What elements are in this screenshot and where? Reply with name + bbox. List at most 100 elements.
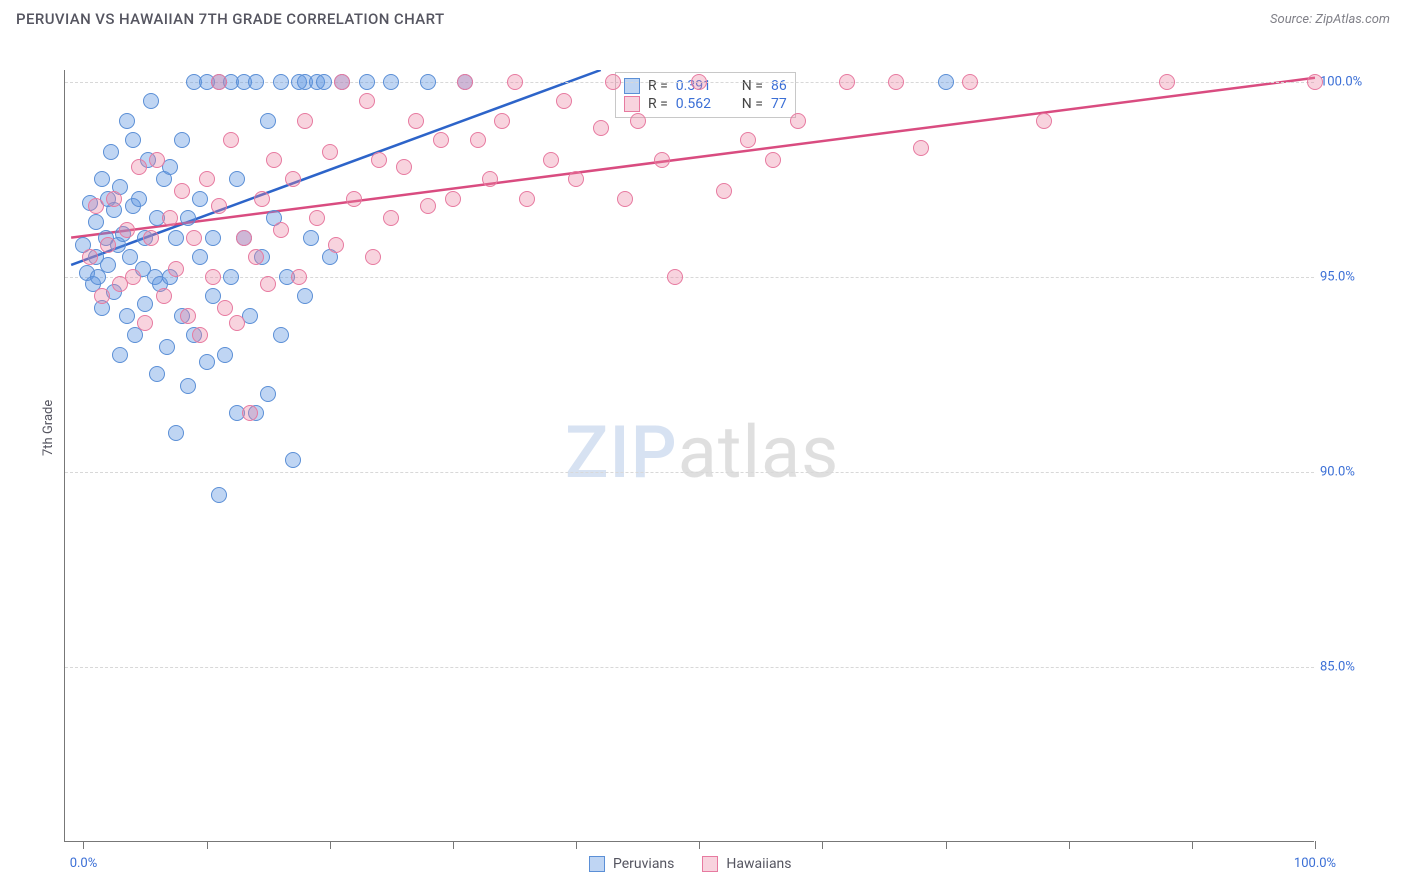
- scatter-point: [131, 191, 147, 207]
- scatter-point: [507, 74, 523, 90]
- scatter-point: [359, 74, 375, 90]
- legend-item: Hawaiians: [702, 856, 791, 872]
- scatter-point: [328, 237, 344, 253]
- scatter-point: [740, 132, 756, 148]
- legend-label: Hawaiians: [726, 856, 791, 872]
- trendlines-svg: [65, 70, 1315, 842]
- scatter-point: [223, 269, 239, 285]
- scatter-point: [192, 191, 208, 207]
- x-tick: [1315, 841, 1316, 849]
- scatter-point: [186, 230, 202, 246]
- scatter-point: [168, 230, 184, 246]
- scatter-point: [420, 198, 436, 214]
- scatter-point: [273, 222, 289, 238]
- scatter-point: [839, 74, 855, 90]
- scatter-point: [605, 74, 621, 90]
- x-tick: [822, 841, 823, 849]
- scatter-point: [383, 74, 399, 90]
- scatter-point: [346, 191, 362, 207]
- scatter-point: [205, 230, 221, 246]
- scatter-point: [408, 113, 424, 129]
- scatter-point: [1307, 74, 1323, 90]
- n-label: N =: [742, 78, 763, 94]
- legend: Peruvians Hawaiians: [589, 856, 792, 872]
- scatter-point: [359, 93, 375, 109]
- scatter-point: [260, 113, 276, 129]
- series-swatch: [624, 78, 640, 94]
- scatter-point: [303, 230, 319, 246]
- scatter-point: [1159, 74, 1175, 90]
- scatter-point: [913, 140, 929, 156]
- x-tick: [699, 841, 700, 849]
- scatter-point: [211, 74, 227, 90]
- scatter-point: [716, 183, 732, 199]
- scatter-point: [180, 210, 196, 226]
- legend-item: Peruvians: [589, 856, 674, 872]
- x-tick-label: 0.0%: [70, 856, 98, 871]
- scatter-point: [297, 288, 313, 304]
- scatter-point: [322, 144, 338, 160]
- x-tick: [207, 841, 208, 849]
- scatter-point: [199, 171, 215, 187]
- scatter-point: [482, 171, 498, 187]
- scatter-point: [248, 74, 264, 90]
- x-tick: [576, 841, 577, 849]
- scatter-point: [229, 315, 245, 331]
- n-value: 86: [771, 78, 787, 94]
- scatter-point: [156, 288, 172, 304]
- scatter-point: [691, 74, 707, 90]
- scatter-point: [137, 315, 153, 331]
- gridline: [65, 472, 1314, 473]
- chart-source: Source: ZipAtlas.com: [1270, 12, 1390, 27]
- scatter-point: [205, 269, 221, 285]
- scatter-point: [180, 308, 196, 324]
- x-tick: [1069, 841, 1070, 849]
- chart-title: PERUVIAN VS HAWAIIAN 7TH GRADE CORRELATI…: [16, 10, 445, 28]
- scatter-point: [248, 249, 264, 265]
- scatter-point: [131, 159, 147, 175]
- scatter-point: [630, 113, 646, 129]
- scatter-point: [94, 171, 110, 187]
- r-label: R =: [648, 96, 668, 112]
- y-tick-label: 100.0%: [1320, 74, 1374, 89]
- y-tick-label: 95.0%: [1320, 269, 1374, 284]
- scatter-point: [433, 132, 449, 148]
- scatter-point: [211, 198, 227, 214]
- scatter-point: [82, 249, 98, 265]
- scatter-point: [143, 230, 159, 246]
- scatter-point: [217, 347, 233, 363]
- scatter-point: [1036, 113, 1052, 129]
- scatter-point: [297, 113, 313, 129]
- scatter-point: [260, 276, 276, 292]
- scatter-point: [236, 230, 252, 246]
- scatter-point: [556, 93, 572, 109]
- scatter-point: [420, 74, 436, 90]
- watermark-atlas: atlas: [678, 410, 840, 495]
- y-axis-title: 7th Grade: [41, 399, 56, 455]
- legend-swatch: [702, 856, 718, 872]
- n-value: 77: [771, 96, 787, 112]
- scatter-point: [445, 191, 461, 207]
- plot-area: 7th Grade ZIPatlas R =0.391N =86R =0.562…: [64, 70, 1314, 842]
- x-tick: [330, 841, 331, 849]
- legend-label: Peruvians: [613, 856, 674, 872]
- scatter-point: [254, 191, 270, 207]
- y-tick-label: 85.0%: [1320, 659, 1374, 674]
- scatter-point: [654, 152, 670, 168]
- scatter-point: [593, 120, 609, 136]
- legend-swatch: [589, 856, 605, 872]
- scatter-point: [137, 296, 153, 312]
- scatter-point: [888, 74, 904, 90]
- scatter-point: [192, 249, 208, 265]
- scatter-point: [519, 191, 535, 207]
- scatter-point: [568, 171, 584, 187]
- scatter-point: [457, 74, 473, 90]
- r-label: R =: [648, 78, 668, 94]
- x-tick: [1192, 841, 1193, 849]
- scatter-point: [273, 74, 289, 90]
- scatter-point: [88, 214, 104, 230]
- scatter-point: [223, 132, 239, 148]
- scatter-point: [174, 132, 190, 148]
- scatter-point: [211, 487, 227, 503]
- scatter-point: [168, 425, 184, 441]
